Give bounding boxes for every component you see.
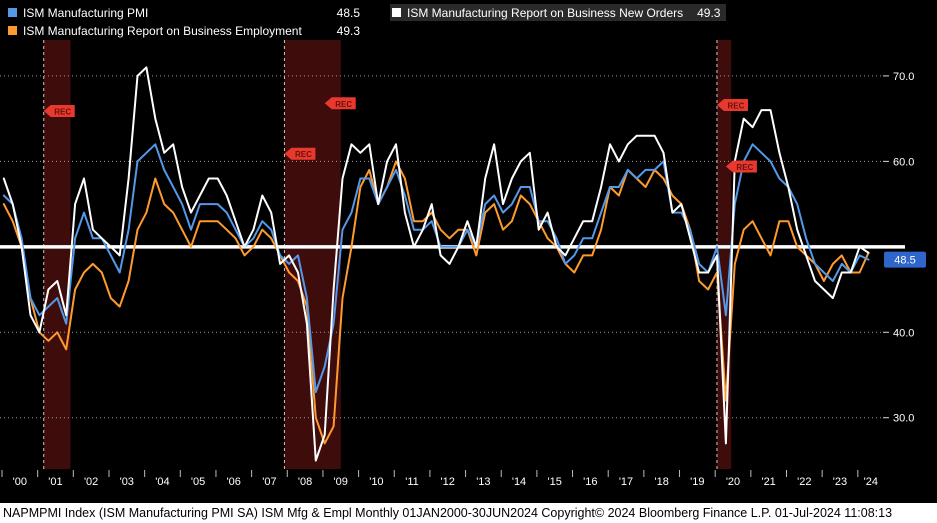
new-orders-legend-swatch-icon — [392, 8, 401, 17]
legend-item-pmi[interactable]: ISM Manufacturing PMI 48.5 — [8, 4, 360, 21]
x-axis-label[interactable]: '10 — [369, 476, 383, 488]
new-orders-legend-value: 49.3 — [697, 5, 721, 20]
x-axis-label[interactable]: '17 — [619, 476, 633, 488]
new-orders-legend-label: ISM Manufacturing Report on Business New… — [407, 5, 684, 20]
x-axis-label[interactable]: '07 — [262, 476, 276, 488]
x-axis-label[interactable]: '06 — [227, 476, 241, 488]
employment-legend-value: 49.3 — [336, 23, 360, 38]
x-axis-label[interactable]: '03 — [120, 476, 134, 488]
series-line-pmi[interactable] — [2, 143, 870, 394]
last-value-badge — [884, 251, 926, 268]
rec-flag-icon[interactable] — [43, 104, 75, 117]
x-axis-label[interactable]: '09 — [334, 476, 348, 488]
x-axis-label[interactable]: '15 — [548, 476, 562, 488]
rec-flag-label: REC — [54, 107, 71, 116]
series-line-new_orders[interactable] — [2, 66, 870, 462]
legend-column-left: ISM Manufacturing PMI 48.5 ISM Manufactu… — [8, 4, 360, 39]
rec-flag-icon[interactable] — [725, 160, 757, 173]
y-axis-label: 40.0 — [893, 327, 914, 339]
chart-legend: ISM Manufacturing PMI 48.5 ISM Manufactu… — [8, 4, 727, 39]
employment-legend-label: ISM Manufacturing Report on Business Emp… — [23, 23, 302, 38]
x-axis-label[interactable]: '16 — [583, 476, 597, 488]
x-axis-label[interactable]: '00 — [13, 476, 27, 488]
legend-item-employment[interactable]: ISM Manufacturing Report on Business Emp… — [8, 22, 360, 39]
x-axis-label[interactable]: '18 — [654, 476, 668, 488]
rec-flag-label: REC — [728, 101, 745, 110]
pmi-legend-value: 48.5 — [336, 5, 360, 20]
x-axis-label[interactable]: '22 — [797, 476, 811, 488]
x-axis-label[interactable]: '20 — [726, 476, 740, 488]
status-bar: NAPMPMI Index (ISM Manufacturing PMI SA)… — [0, 503, 937, 523]
pmi-legend-label: ISM Manufacturing PMI — [23, 5, 149, 20]
x-axis-label[interactable]: '14 — [512, 476, 526, 488]
x-axis-label[interactable]: '23 — [833, 476, 847, 488]
rec-flag-icon[interactable] — [716, 98, 748, 111]
rec-flag-label: REC — [295, 150, 312, 159]
y-axis-label: 70.0 — [893, 71, 914, 83]
rec-flag-icon[interactable] — [284, 147, 316, 160]
rec-flag-label: REC — [736, 163, 753, 172]
ism-pmi-chart-plot[interactable]: 70.0 60.0 40.0 30.0 REC REC REC REC REC 48.5 '00 '0… — [0, 0, 937, 503]
last-value-badge-label: 48.5 — [894, 255, 915, 267]
pmi-legend-swatch-icon — [8, 8, 17, 17]
x-axis-label[interactable]: '11 — [405, 476, 419, 488]
legend-item-new-orders[interactable]: ISM Manufacturing Report on Business New… — [390, 4, 727, 21]
y-axis-label: 30.0 — [893, 413, 914, 425]
recession-band — [43, 40, 71, 469]
x-axis-label[interactable]: '01 — [48, 476, 62, 488]
x-axis-label[interactable]: '05 — [191, 476, 205, 488]
x-axis-label[interactable]: '21 — [761, 476, 775, 488]
x-axis-label[interactable]: '12 — [441, 476, 455, 488]
x-axis-label[interactable]: '04 — [155, 476, 169, 488]
x-axis-label[interactable]: '19 — [690, 476, 704, 488]
legend-column-right: ISM Manufacturing Report on Business New… — [390, 4, 727, 21]
series-line-employment[interactable] — [2, 160, 870, 445]
x-axis-label[interactable]: '08 — [298, 476, 312, 488]
x-axis-label[interactable]: '02 — [84, 476, 98, 488]
y-axis-label: 60.0 — [893, 156, 914, 168]
x-axis-label[interactable]: '24 — [864, 476, 878, 488]
employment-legend-swatch-icon — [8, 26, 17, 35]
rec-flag-label: REC — [335, 100, 352, 109]
x-axis-label[interactable]: '13 — [476, 476, 490, 488]
rec-flag-icon[interactable] — [324, 97, 356, 110]
